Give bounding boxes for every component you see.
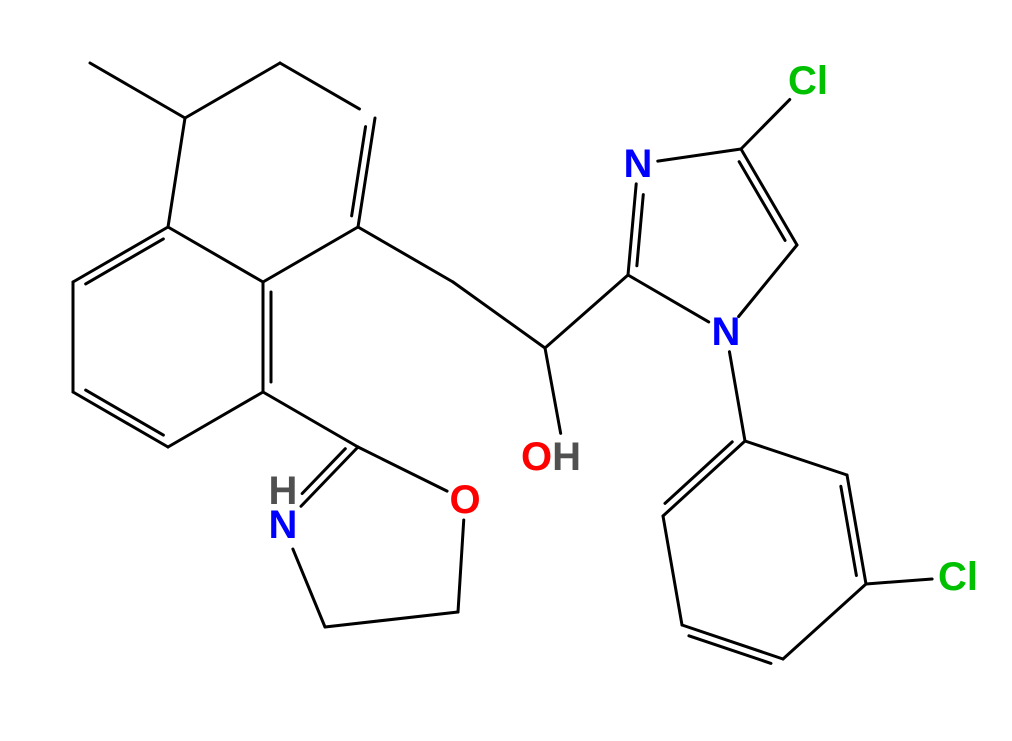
svg-text:N: N bbox=[624, 142, 653, 186]
svg-text:Cl: Cl bbox=[788, 59, 828, 103]
molecule-diagram: HNOOHNNClCl bbox=[0, 0, 1012, 741]
svg-text:Cl: Cl bbox=[938, 555, 978, 599]
svg-text:N: N bbox=[269, 503, 298, 547]
svg-text:O: O bbox=[449, 478, 480, 522]
svg-text:OH: OH bbox=[521, 435, 581, 479]
svg-text:N: N bbox=[712, 310, 741, 354]
